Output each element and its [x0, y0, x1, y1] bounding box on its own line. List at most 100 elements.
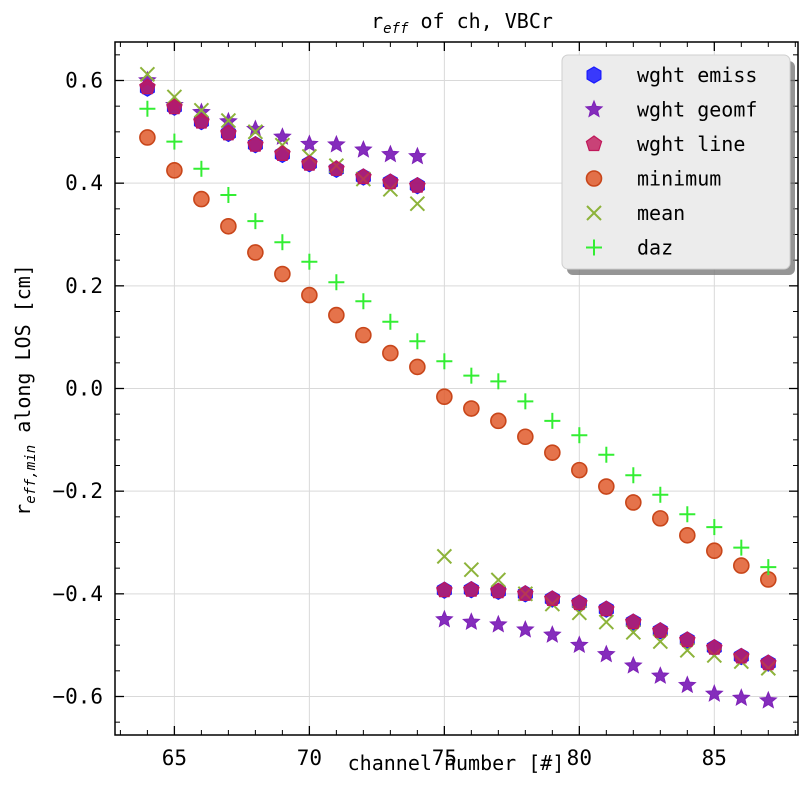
point-daz	[625, 467, 642, 484]
chart-title-sub: eff	[383, 21, 409, 37]
chart-title-main: r	[371, 9, 383, 33]
series-wght-line	[139, 78, 777, 671]
point-wght-geomf	[408, 146, 427, 165]
point-minimum	[625, 494, 642, 511]
point-wght-line	[408, 176, 426, 193]
point-wght-geomf	[516, 619, 535, 638]
point-minimum	[598, 478, 615, 495]
point-daz	[166, 133, 183, 150]
point-wght-geomf	[462, 612, 481, 630]
point-minimum	[544, 444, 561, 461]
point-mean	[166, 89, 183, 105]
point-wght-geomf	[354, 139, 373, 158]
point-wght-geomf	[300, 134, 319, 153]
legend-label-wght-line: wght line	[637, 132, 745, 156]
point-wght-line	[597, 600, 615, 617]
point-minimum	[652, 510, 669, 527]
point-mean	[436, 548, 453, 565]
point-minimum	[355, 326, 372, 344]
point-mean	[490, 572, 507, 588]
point-wght-geomf	[273, 127, 292, 145]
y-tick-label: −0.2	[52, 479, 103, 503]
legend-marker-wght-geomf	[584, 99, 604, 118]
point-wght-geomf	[704, 684, 724, 702]
x-marker-stroke	[409, 195, 426, 212]
x-tick-label: 65	[162, 746, 187, 770]
point-wght-geomf	[677, 675, 697, 694]
y-tick-label: 0.2	[65, 274, 103, 298]
point-daz	[544, 412, 561, 429]
point-wght-line	[651, 622, 669, 638]
point-mean	[463, 561, 480, 578]
legend-marker-wght-line	[585, 135, 603, 152]
point-wght-geomf	[543, 625, 562, 643]
point-minimum	[220, 217, 237, 235]
point-wght-line	[516, 585, 534, 601]
legend: wght emiss wght geomf wght line minimum mean…	[561, 54, 795, 275]
point-wght-geomf	[569, 635, 589, 654]
point-daz	[490, 373, 507, 390]
point-wght-geomf	[435, 609, 454, 628]
point-daz	[220, 186, 237, 203]
point-minimum	[463, 400, 480, 417]
point-daz	[706, 519, 723, 536]
axis-ticks: 65 70 75 80 85 0.6 0.4 0.2 0.0 −0.2 −0.4 −0.6	[52, 42, 798, 770]
y-axis-title: reff,min along LOS [cm]	[11, 264, 39, 516]
point-wght-line	[139, 78, 156, 95]
point-wght-line	[705, 638, 723, 655]
point-mean	[139, 66, 156, 83]
legend-marker-minimum	[585, 170, 603, 187]
y-axis-title-main: r	[11, 504, 35, 516]
point-wght-line	[462, 580, 480, 597]
point-minimum	[706, 542, 723, 560]
point-daz	[274, 234, 291, 251]
point-wght-geomf	[489, 614, 508, 633]
point-wght-geomf	[381, 144, 400, 163]
x-axis-title: channel number [#]	[348, 751, 565, 775]
point-wght-geomf	[246, 119, 265, 138]
point-mean	[409, 195, 426, 212]
point-daz	[193, 160, 210, 177]
chart-title: reff of ch, VBCr	[371, 9, 553, 37]
point-wght-geomf	[327, 134, 346, 153]
point-minimum	[166, 162, 183, 179]
point-wght-line	[624, 613, 642, 630]
x-marker-stroke	[436, 548, 453, 565]
point-daz	[652, 486, 669, 503]
legend-marker-daz	[586, 239, 602, 256]
point-mean	[247, 124, 264, 140]
point-wght-line	[678, 631, 696, 648]
legend-marker-mean	[586, 205, 602, 221]
x-marker-stroke	[490, 572, 507, 588]
point-wght-line	[247, 135, 264, 152]
plot-frame	[114, 41, 799, 736]
point-minimum	[328, 306, 345, 324]
x-marker-stroke	[598, 614, 615, 630]
point-daz	[328, 274, 345, 291]
point-wght-line	[570, 594, 588, 611]
legend-label-wght-emiss: wght emiss	[637, 63, 757, 87]
point-mean	[193, 102, 210, 118]
legend-label-daz: daz	[637, 236, 673, 260]
point-wght-line	[759, 654, 777, 671]
point-daz	[679, 506, 696, 523]
point-wght-line	[732, 647, 750, 664]
point-wght-line	[382, 173, 399, 190]
y-axis-title-rest: along LOS [cm]	[11, 264, 35, 445]
point-daz	[733, 539, 750, 556]
x-marker-stroke	[586, 205, 602, 221]
point-daz	[139, 100, 156, 117]
point-daz	[598, 446, 615, 463]
point-daz	[382, 313, 399, 330]
point-wght-line	[328, 160, 345, 176]
point-mean	[220, 112, 237, 129]
point-minimum	[139, 129, 156, 146]
x-marker-stroke	[220, 112, 237, 129]
point-minimum	[436, 388, 453, 406]
point-minimum	[247, 244, 264, 261]
point-wght-geomf	[731, 688, 751, 706]
x-tick-label: 85	[702, 746, 727, 770]
point-minimum	[193, 190, 210, 208]
point-wght-line	[193, 112, 210, 129]
